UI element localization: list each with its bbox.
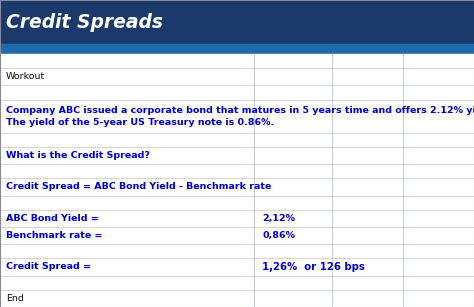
Bar [0, 0, 474, 44]
Text: Company ABC issued a corporate bond that matures in 5 years time and offers 2.12: Company ABC issued a corporate bond that… [6, 106, 474, 115]
Text: The yield of the 5-year US Treasury note is 0.86%.: The yield of the 5-year US Treasury note… [6, 118, 274, 126]
Text: Benchmark rate =: Benchmark rate = [6, 231, 103, 240]
Text: 0,86%: 0,86% [262, 231, 295, 240]
Text: Credit Spread =: Credit Spread = [6, 262, 91, 271]
Text: 1,26%  or 126 bps: 1,26% or 126 bps [262, 262, 365, 272]
Text: End: End [6, 294, 24, 303]
Bar [0, 44, 474, 54]
Text: ABC Bond Yield =: ABC Bond Yield = [6, 214, 99, 223]
Bar [0, 54, 474, 307]
Text: Workout: Workout [6, 72, 46, 81]
Text: What is the Credit Spread?: What is the Credit Spread? [6, 151, 150, 160]
Text: 2,12%: 2,12% [262, 214, 295, 223]
Text: Credit Spread = ABC Bond Yield - Benchmark rate: Credit Spread = ABC Bond Yield - Benchma… [6, 182, 272, 192]
Text: Credit Spreads: Credit Spreads [6, 13, 163, 32]
